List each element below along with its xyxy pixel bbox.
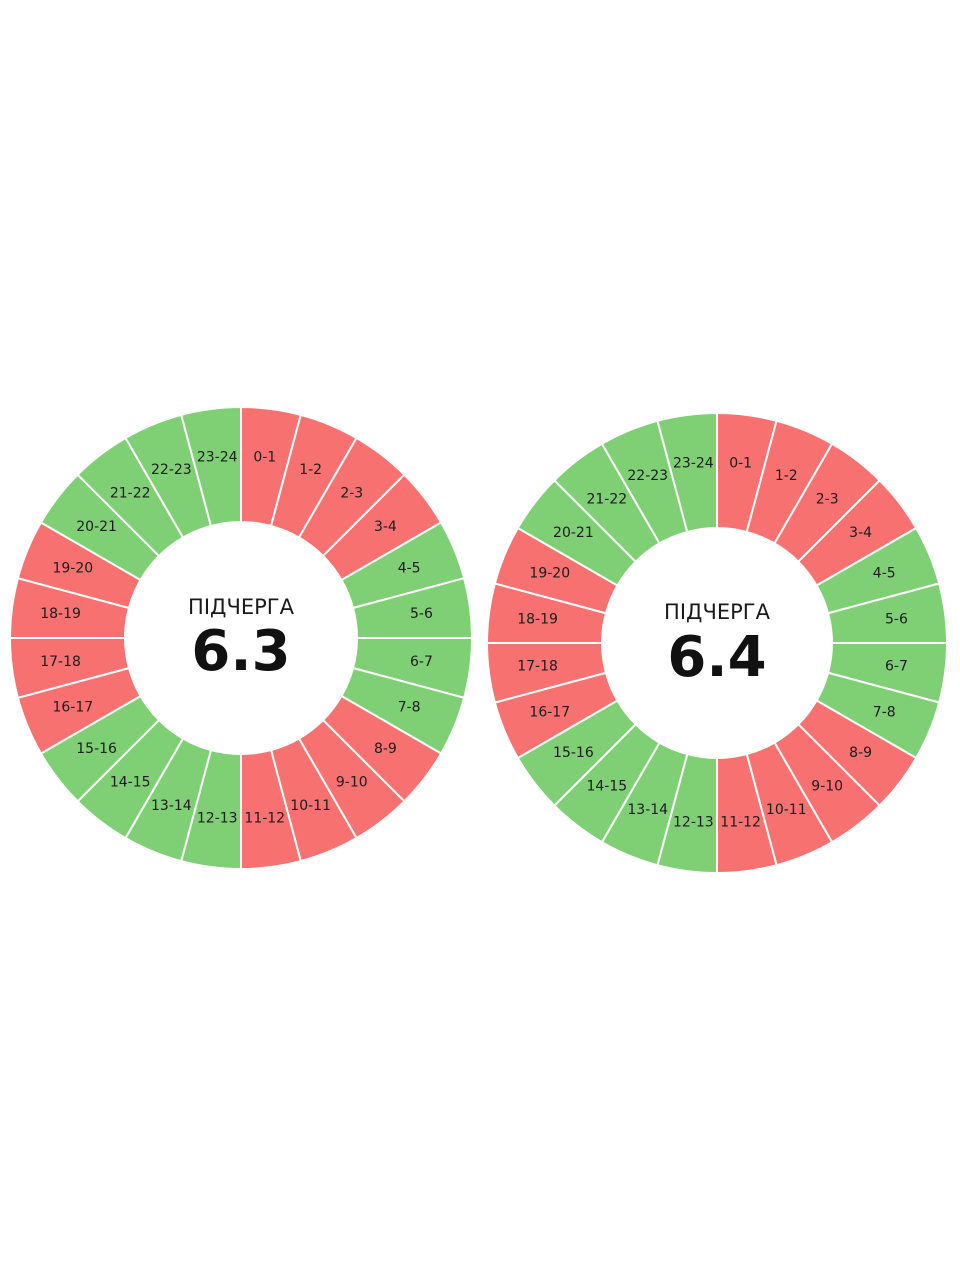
segment-23-24 — [656, 411, 718, 534]
hour-label-5-6: 5-6 — [410, 606, 433, 622]
hour-label-10-11: 10-11 — [290, 798, 331, 814]
hour-label-7-8: 7-8 — [398, 700, 421, 716]
hour-label-10-11: 10-11 — [766, 802, 807, 818]
subqueue-caption: ПІДЧЕРГА — [664, 600, 771, 624]
segments-6-3 — [8, 405, 474, 871]
segment-23-24 — [179, 405, 242, 528]
hour-label-6-7: 6-7 — [885, 659, 908, 675]
hour-label-9-10: 9-10 — [811, 779, 843, 795]
subqueue-number: 6.4 — [667, 625, 766, 690]
hour-label-21-22: 21-22 — [110, 486, 151, 502]
hour-label-7-8: 7-8 — [873, 704, 896, 720]
hour-label-1-2: 1-2 — [299, 462, 322, 478]
hour-label-23-24: 23-24 — [673, 456, 714, 472]
hour-label-20-21: 20-21 — [553, 525, 594, 541]
hour-label-23-24: 23-24 — [197, 450, 238, 466]
hour-label-12-13: 12-13 — [197, 810, 238, 826]
hour-label-3-4: 3-4 — [374, 519, 397, 535]
hour-label-15-16: 15-16 — [76, 741, 117, 757]
hour-label-9-10: 9-10 — [336, 774, 368, 790]
hour-label-12-13: 12-13 — [673, 814, 714, 830]
hour-label-0-1: 0-1 — [253, 450, 276, 466]
hour-label-2-3: 2-3 — [340, 486, 363, 502]
hour-label-21-22: 21-22 — [586, 491, 627, 507]
subqueue-number: 6.3 — [191, 619, 290, 684]
hour-label-14-15: 14-15 — [586, 779, 627, 795]
segments-6-4 — [485, 411, 949, 875]
hour-label-2-3: 2-3 — [816, 491, 839, 507]
hour-label-4-5: 4-5 — [873, 566, 896, 582]
hour-label-22-23: 22-23 — [151, 462, 192, 478]
donut-chart-6-3: 0-1 1-2 2-3 3-4 4-5 5-6 6-7 7-8 8-9 9-10 10-11 11-1… — [8, 405, 474, 871]
hour-label-3-4: 3-4 — [849, 525, 872, 541]
hour-label-17-18: 17-18 — [40, 654, 81, 670]
hour-label-13-14: 13-14 — [151, 798, 192, 814]
hour-label-4-5: 4-5 — [398, 560, 421, 576]
hour-label-8-9: 8-9 — [849, 745, 872, 761]
hour-label-18-19: 18-19 — [517, 611, 558, 627]
hour-label-18-19: 18-19 — [40, 606, 81, 622]
hour-labels-6-3: 0-1 1-2 2-3 3-4 4-5 5-6 6-7 7-8 8-9 9-10 10-11 11-1… — [40, 450, 433, 827]
hour-label-17-18: 17-18 — [517, 659, 558, 675]
hour-label-8-9: 8-9 — [374, 741, 397, 757]
hour-label-15-16: 15-16 — [553, 745, 594, 761]
hour-label-20-21: 20-21 — [76, 519, 117, 535]
subqueue-caption: ПІДЧЕРГА — [188, 595, 295, 619]
hour-label-19-20: 19-20 — [529, 566, 570, 582]
hour-label-5-6: 5-6 — [885, 611, 908, 627]
hour-label-16-17: 16-17 — [53, 700, 94, 716]
hour-label-13-14: 13-14 — [627, 802, 668, 818]
hour-label-14-15: 14-15 — [110, 774, 151, 790]
hour-label-0-1: 0-1 — [729, 456, 752, 472]
hour-label-22-23: 22-23 — [627, 468, 668, 484]
hour-label-19-20: 19-20 — [53, 560, 94, 576]
hour-label-6-7: 6-7 — [410, 654, 433, 670]
hour-label-16-17: 16-17 — [529, 704, 570, 720]
hour-label-11-12: 11-12 — [244, 810, 285, 826]
hour-label-1-2: 1-2 — [775, 468, 798, 484]
hour-label-11-12: 11-12 — [720, 814, 761, 830]
